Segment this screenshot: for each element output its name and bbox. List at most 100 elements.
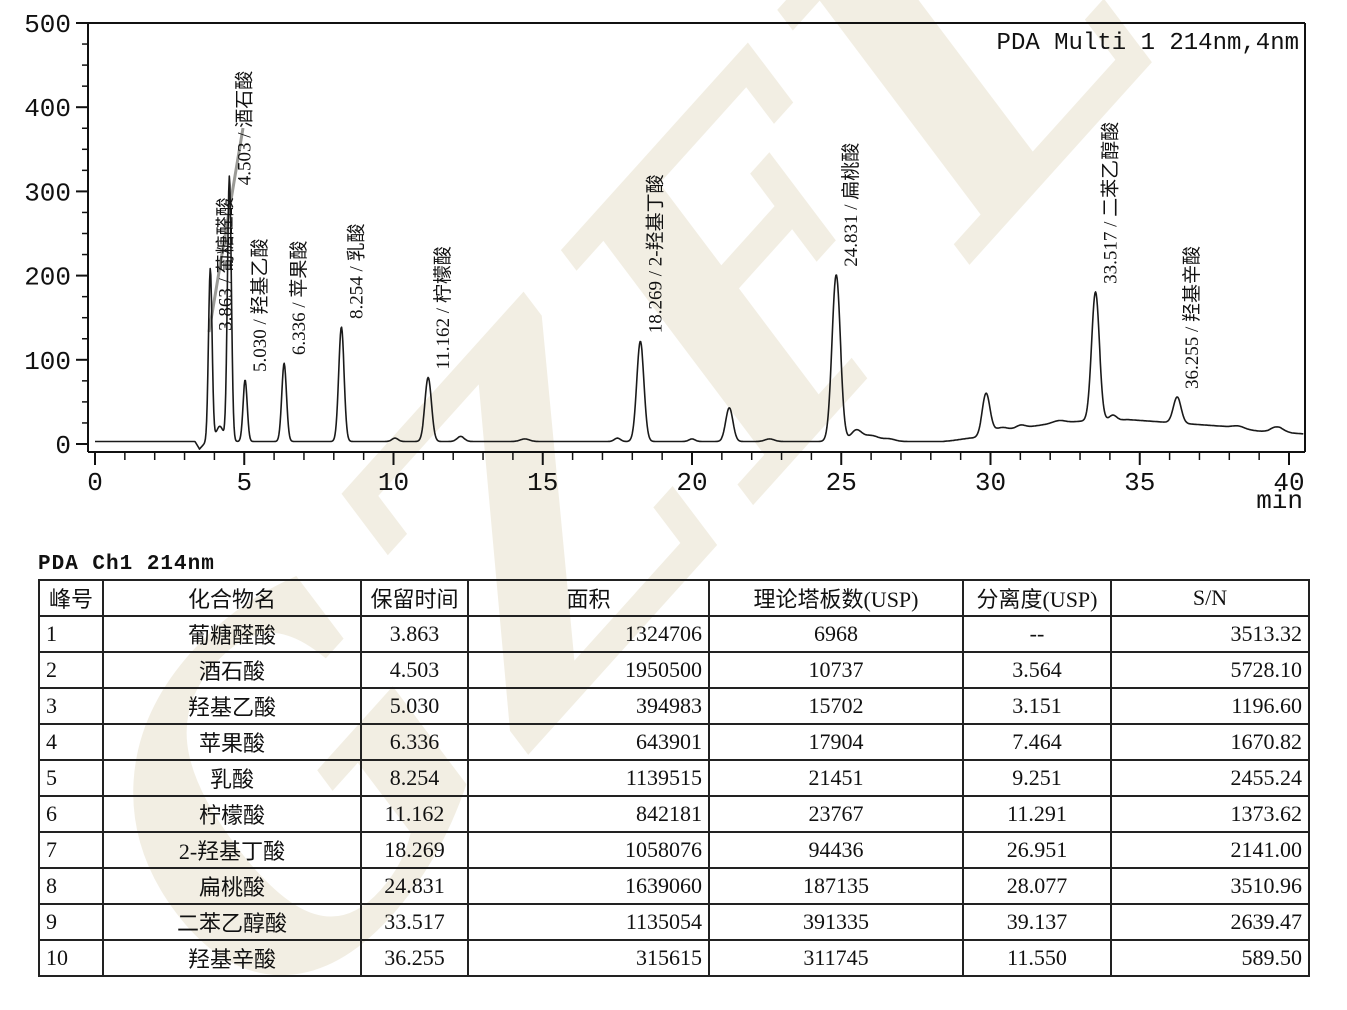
x-tick-label: 25 [826, 468, 857, 498]
peak-table-cell: 4 [38, 723, 104, 761]
peak-table-header-cell: 理论塔板数(USP) [708, 579, 964, 617]
peak-table-cell: 5 [38, 759, 104, 797]
peak-table-cell: 17904 [708, 723, 964, 761]
peak-table-cell: 10 [38, 939, 104, 977]
peak-table-cell: 3 [38, 687, 104, 725]
peak-table-row: 10 羟基辛酸 36.255 315615 311745 11.550 589.50 [38, 939, 1310, 977]
peak-labels: 3.863 / 葡糖醛酸 4.503 / 酒石酸 5.030 / 羟基乙酸 6.336… [214, 71, 1203, 389]
peak-table-cell: 28.077 [962, 867, 1112, 905]
chromatogram-trace [94, 175, 1304, 450]
x-tick-label: 0 [87, 468, 103, 498]
peak-table-cell: 8.254 [360, 759, 469, 797]
peak-leader-lines [207, 127, 245, 333]
peak-table-cell: 5.030 [360, 687, 469, 725]
peak-table-cell: 1373.62 [1110, 795, 1310, 833]
peak-table-header-cell: 面积 [467, 579, 710, 617]
peak-table-cell: 18.269 [360, 831, 469, 869]
peak-table-cell: 羟基辛酸 [102, 939, 362, 977]
peak-table-cell: 589.50 [1110, 939, 1310, 977]
peak-table-cell: 1639060 [467, 867, 710, 905]
peak-table-cell: 23767 [708, 795, 964, 833]
peak-table-cell: 5728.10 [1110, 651, 1310, 689]
peak-table-cell: 羟基乙酸 [102, 687, 362, 725]
peak-table-cell: 24.831 [360, 867, 469, 905]
peak-label: 11.162 / 柠檬酸 [432, 246, 454, 369]
peak-table-row: 2 酒石酸 4.503 1950500 10737 3.564 5728.10 [38, 651, 1310, 689]
peak-label: 6.336 / 苹果酸 [288, 241, 310, 356]
peak-table-cell: -- [962, 615, 1112, 653]
peak-table-row: 4 苹果酸 6.336 643901 17904 7.464 1670.82 [38, 723, 1310, 761]
x-tick-label: 30 [975, 468, 1006, 498]
peak-table-row: 5 乳酸 8.254 1139515 21451 9.251 2455.24 [38, 759, 1310, 797]
peak-table-cell: 2-羟基丁酸 [102, 831, 362, 869]
peak-table-row: 3 羟基乙酸 5.030 394983 15702 3.151 1196.60 [38, 687, 1310, 725]
peak-table-cell: 26.951 [962, 831, 1112, 869]
peak-table-row: 8 扁桃酸 24.831 1639060 187135 28.077 3510.96 [38, 867, 1310, 905]
axis-tick-labels: 0 100 200 300 400 500 0 5 10 15 20 25 30 35 40 [24, 10, 1304, 498]
peak-table-cell: 苹果酸 [102, 723, 362, 761]
peak-table-cell: 9 [38, 903, 104, 941]
peak-table-cell: 39.137 [962, 903, 1112, 941]
peak-table-cell: 1058076 [467, 831, 710, 869]
peak-table-cell: 2141.00 [1110, 831, 1310, 869]
peak-table-cell: 1135054 [467, 903, 710, 941]
x-axis-unit-label: min [1256, 486, 1303, 516]
peak-table-cell: 394983 [467, 687, 710, 725]
peak-table-cell: 10737 [708, 651, 964, 689]
peak-table-cell: 酒石酸 [102, 651, 362, 689]
axis-ticks [76, 22, 1290, 465]
x-tick-label: 15 [527, 468, 558, 498]
peak-table-cell: 1324706 [467, 615, 710, 653]
chromatogram-trace-line [94, 175, 1304, 450]
peak-table-cell: 二苯乙醇酸 [102, 903, 362, 941]
peak-table-cell: 6 [38, 795, 104, 833]
peak-table-cell: 391335 [708, 903, 964, 941]
peak-table-cell: 311745 [708, 939, 964, 977]
y-tick-label: 200 [24, 263, 71, 293]
x-tick-label: 35 [1124, 468, 1155, 498]
plot-frame [87, 22, 1306, 453]
peak-table-cell: 1950500 [467, 651, 710, 689]
peak-table-cell: 葡糖醛酸 [102, 615, 362, 653]
peak-table-cell: 柠檬酸 [102, 795, 362, 833]
peak-table-row: 9 二苯乙醇酸 33.517 1135054 391335 39.137 2639.47 [38, 903, 1310, 941]
peak-leader-line [207, 127, 245, 333]
peak-table-cell: 3.863 [360, 615, 469, 653]
peak-table-cell: 3.564 [962, 651, 1112, 689]
peak-label: 8.254 / 乳酸 [345, 223, 367, 319]
peak-label: 5.030 / 羟基乙酸 [249, 238, 271, 372]
peak-table-cell: 11.291 [962, 795, 1112, 833]
peak-table-header-cell: 峰号 [38, 579, 104, 617]
peak-table-cell: 1196.60 [1110, 687, 1310, 725]
peak-table-header-cell: 化合物名 [102, 579, 362, 617]
peak-table-cell: 187135 [708, 867, 964, 905]
peak-table-cell: 7 [38, 831, 104, 869]
peak-table-title: PDA Ch1 214nm [38, 553, 215, 576]
y-tick-label: 500 [24, 10, 71, 40]
x-tick-label: 40 [1273, 468, 1304, 498]
peak-table: 峰号 化合物名 保留时间 面积 理论塔板数(USP) 分离度(USP) S/N 1 葡糖醛酸 3… [38, 579, 1310, 977]
peak-label: 3.863 / 葡糖醛酸 [214, 197, 236, 331]
peak-label: 24.831 / 扁桃酸 [840, 143, 862, 267]
peak-label: 4.503 / 酒石酸 [233, 71, 255, 186]
x-tick-label: 5 [236, 468, 252, 498]
peak-table-cell: 15702 [708, 687, 964, 725]
peak-table-cell: 7.464 [962, 723, 1112, 761]
peak-table-cell: 643901 [467, 723, 710, 761]
peak-table-cell: 2 [38, 651, 104, 689]
peak-table-cell: 315615 [467, 939, 710, 977]
peak-table-cell: 4.503 [360, 651, 469, 689]
peak-table-cell: 乳酸 [102, 759, 362, 797]
peak-table-cell: 3510.96 [1110, 867, 1310, 905]
peak-table-cell: 1 [38, 615, 104, 653]
peak-table-cell: 21451 [708, 759, 964, 797]
y-tick-label: 400 [24, 94, 71, 124]
peak-table-cell: 2639.47 [1110, 903, 1310, 941]
y-tick-label: 0 [55, 431, 71, 461]
peak-table-cell: 扁桃酸 [102, 867, 362, 905]
peak-table-cell: 842181 [467, 795, 710, 833]
peak-table-cell: 94436 [708, 831, 964, 869]
peak-table-cell: 9.251 [962, 759, 1112, 797]
peak-table-cell: 33.517 [360, 903, 469, 941]
